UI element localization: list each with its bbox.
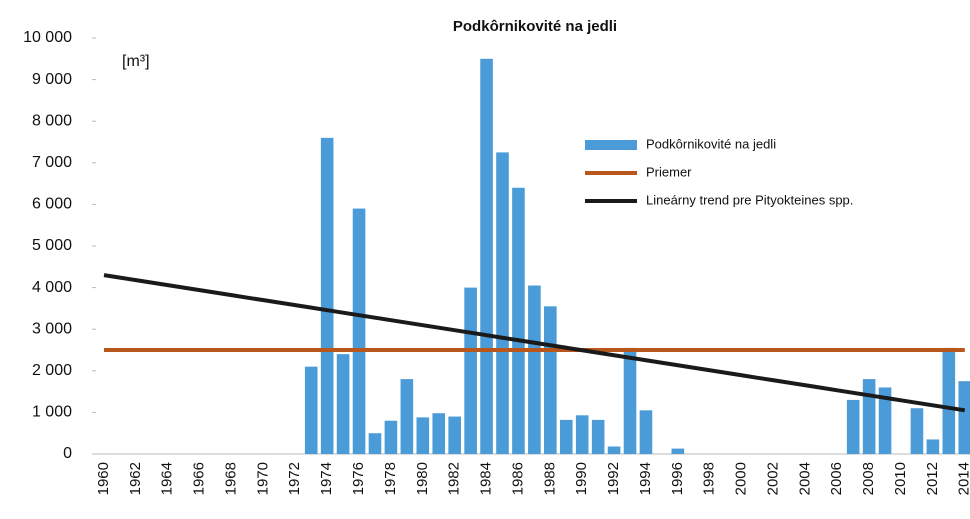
x-tick-label: 1988 <box>541 462 558 495</box>
legend-swatch <box>585 140 637 150</box>
x-tick-label: 1968 <box>222 462 239 495</box>
bar <box>320 137 334 454</box>
x-tick-label: 2014 <box>956 462 970 495</box>
bar <box>671 448 685 454</box>
bar <box>512 187 525 454</box>
x-tick-label: 1962 <box>127 462 144 495</box>
x-tick-label: 1986 <box>509 462 526 495</box>
x-tick-label: 2012 <box>924 462 941 495</box>
bar <box>368 433 382 454</box>
y-axis-label: [m³] <box>122 53 150 70</box>
legend-label: Priemer <box>646 164 692 179</box>
chart-title: Podkôrnikovité na jedli <box>453 18 617 35</box>
bar <box>528 285 541 454</box>
bar <box>544 306 557 454</box>
x-tick-label: 1978 <box>382 462 399 495</box>
bar <box>352 208 366 454</box>
x-tick-label: 1982 <box>446 462 463 495</box>
bar <box>942 347 956 454</box>
y-tick-label: 4 000 <box>32 279 72 296</box>
bar <box>432 413 446 454</box>
bar <box>878 387 892 454</box>
x-tick-label: 2008 <box>860 462 877 495</box>
bar <box>559 419 573 454</box>
bar <box>448 416 461 454</box>
y-tick-label: 3 000 <box>32 320 72 337</box>
bar <box>464 287 477 454</box>
x-tick-label: 1964 <box>159 462 176 495</box>
bar <box>304 366 318 454</box>
y-tick-label: 9 000 <box>32 71 72 88</box>
legend-label: Podkôrnikovité na jedli <box>646 136 776 151</box>
x-tick-label: 1990 <box>573 462 590 495</box>
bar <box>416 417 430 454</box>
x-tick-label: 1960 <box>95 462 112 495</box>
y-tick-label: 5 000 <box>32 237 72 254</box>
x-tick-label: 2004 <box>796 462 813 495</box>
x-tick-label: 2010 <box>892 462 909 495</box>
y-tick-label: 7 000 <box>32 154 72 171</box>
bar <box>591 419 605 454</box>
bar <box>958 381 970 454</box>
x-tick-label: 2002 <box>764 462 781 495</box>
x-tick-label: 1970 <box>254 462 271 495</box>
bar <box>607 446 621 454</box>
bar <box>846 399 860 454</box>
y-tick-label: 0 <box>63 445 72 462</box>
x-tick-label: 1976 <box>350 462 367 495</box>
bar <box>639 410 653 454</box>
bar <box>384 420 398 454</box>
x-tick-label: 1996 <box>669 462 686 495</box>
bar <box>926 439 940 454</box>
bar <box>623 347 637 454</box>
x-tick-label: 1972 <box>286 462 303 495</box>
x-tick-label: 1984 <box>478 462 495 495</box>
bar <box>862 379 876 454</box>
x-tick-label: 2000 <box>733 462 750 495</box>
bar <box>575 415 589 454</box>
y-tick-label: 6 000 <box>32 196 72 213</box>
x-tick-label: 1992 <box>605 462 622 495</box>
bar <box>336 354 350 454</box>
x-tick-label: 1998 <box>701 462 718 495</box>
y-tick-label: 1 000 <box>32 404 72 421</box>
x-tick-label: 1966 <box>191 462 208 495</box>
bar <box>400 379 414 454</box>
bar <box>480 58 493 455</box>
x-tick-label: 2006 <box>828 462 845 495</box>
legend-label: Lineárny trend pre Pityokteines spp. <box>646 192 853 207</box>
y-tick-label: 2 000 <box>32 362 72 379</box>
bar <box>910 408 924 454</box>
y-tick-label: 10 000 <box>23 29 72 46</box>
x-tick-label: 1980 <box>414 462 431 495</box>
x-tick-label: 1974 <box>318 462 335 495</box>
x-tick-label: 1994 <box>637 462 654 495</box>
bar <box>496 152 509 454</box>
line <box>103 273 966 413</box>
y-tick-label: 8 000 <box>32 112 72 129</box>
